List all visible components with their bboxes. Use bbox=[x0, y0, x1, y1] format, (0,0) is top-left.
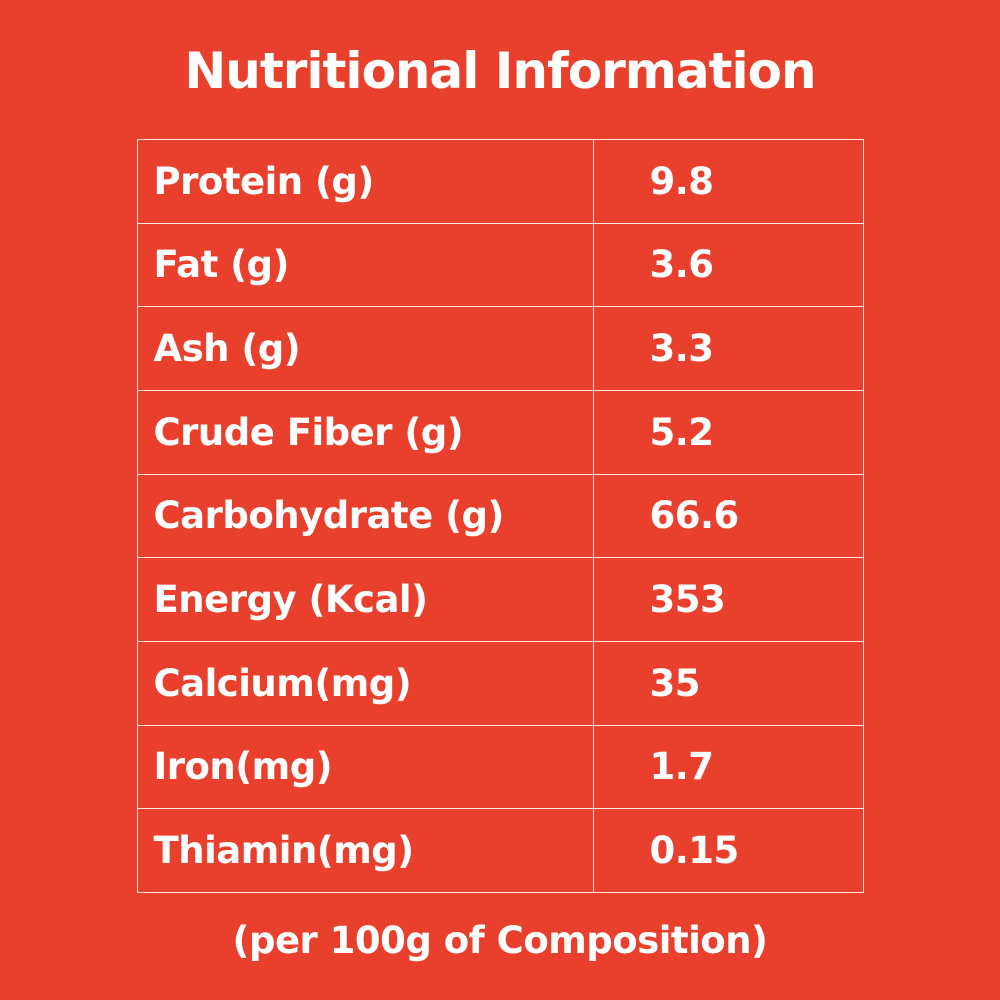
nutrient-label: Fat (g) bbox=[136, 222, 594, 308]
nutrient-value: 353 bbox=[592, 557, 864, 642]
table-row: Iron(mg) 1.7 bbox=[136, 724, 864, 810]
nutrient-label: Protein (g) bbox=[136, 139, 594, 224]
nutrient-value: 3.3 bbox=[592, 306, 864, 391]
table-row: Fat (g) 3.6 bbox=[136, 222, 864, 308]
nutrient-label: Ash (g) bbox=[136, 306, 594, 391]
page-title: Nutritional Information bbox=[184, 42, 816, 100]
nutrient-value: 35 bbox=[592, 640, 864, 726]
nutrition-table: Protein (g) 9.8 Fat (g) 3.6 Ash (g) 3.3 … bbox=[136, 139, 864, 893]
nutrient-value: 3.6 bbox=[592, 222, 864, 308]
table-row: Ash (g) 3.3 bbox=[136, 306, 864, 391]
nutrient-label: Carbohydrate (g) bbox=[136, 473, 594, 559]
nutrient-label: Energy (Kcal) bbox=[136, 557, 594, 642]
nutrient-label: Crude Fiber (g) bbox=[136, 389, 594, 475]
nutrient-value: 5.2 bbox=[592, 389, 864, 475]
table-row: Crude Fiber (g) 5.2 bbox=[136, 389, 864, 475]
nutrient-value: 9.8 bbox=[592, 139, 864, 224]
nutrient-value: 1.7 bbox=[592, 724, 864, 810]
per-100g-caption: (per 100g of Composition) bbox=[232, 919, 768, 962]
table-row: Energy (Kcal) 353 bbox=[136, 557, 864, 642]
table-row: Protein (g) 9.8 bbox=[136, 139, 864, 224]
nutrient-label: Iron(mg) bbox=[136, 724, 594, 810]
nutrient-value: 0.15 bbox=[592, 808, 864, 893]
table-row: Carbohydrate (g) 66.6 bbox=[136, 473, 864, 559]
table-row: Thiamin(mg) 0.15 bbox=[136, 808, 864, 893]
table-row: Calcium(mg) 35 bbox=[136, 640, 864, 726]
nutrient-value: 66.6 bbox=[592, 473, 864, 559]
nutrient-label: Calcium(mg) bbox=[136, 640, 594, 726]
nutrient-label: Thiamin(mg) bbox=[136, 808, 594, 893]
